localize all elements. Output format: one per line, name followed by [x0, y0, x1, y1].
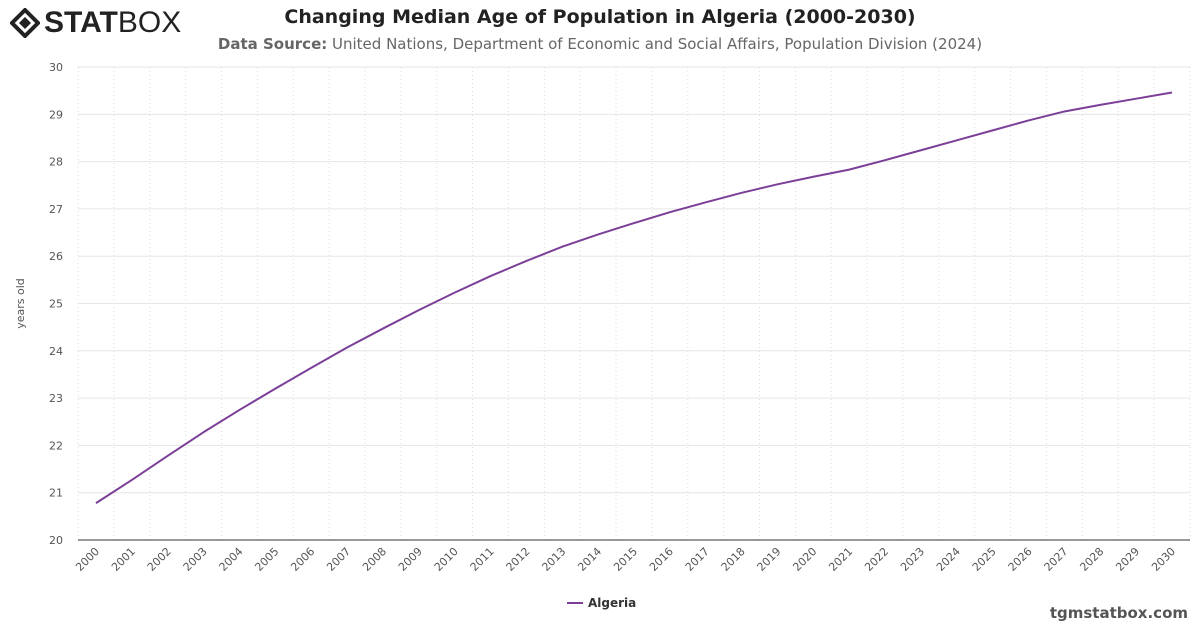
x-tick-label: 2008 [360, 545, 389, 574]
x-tick-label: 2014 [575, 545, 604, 574]
x-tick-label: 2027 [1042, 545, 1071, 574]
x-tick-label: 2019 [755, 545, 784, 574]
y-tick-label: 21 [49, 487, 63, 500]
x-tick-label: 2009 [396, 545, 425, 574]
y-tick-label: 20 [49, 534, 63, 547]
x-tick-label: 2007 [324, 545, 353, 574]
diamond-logo-icon [10, 8, 40, 38]
y-tick-label: 25 [49, 298, 63, 311]
chart-subtitle: Data Source: United Nations, Department … [217, 35, 983, 53]
x-tick-label: 2021 [826, 545, 855, 574]
x-tick-label: 2015 [611, 545, 640, 574]
legend-label[interactable]: Algeria [588, 596, 636, 610]
x-tick-label: 2004 [217, 545, 246, 574]
x-tick-label: 2011 [468, 545, 497, 574]
x-tick-label: 2022 [862, 545, 891, 574]
x-tick-label: 2012 [504, 545, 533, 574]
y-tick-label: 24 [49, 345, 63, 358]
x-tick-label: 2020 [790, 545, 819, 574]
y-tick-label: 26 [49, 250, 63, 263]
x-tick-label: 2013 [539, 545, 568, 574]
x-tick-label: 2018 [719, 545, 748, 574]
x-tick-label: 2025 [970, 545, 999, 574]
footer-site: tgmstatbox.com [1049, 604, 1188, 622]
x-tick-label: 2030 [1149, 545, 1178, 574]
x-tick-label: 2005 [252, 545, 281, 574]
y-tick-label: 30 [49, 61, 63, 74]
y-tick-label: 22 [49, 439, 63, 452]
x-tick-label: 2026 [1006, 545, 1035, 574]
x-tick-label: 2023 [898, 545, 927, 574]
chart-title: Changing Median Age of Population in Alg… [284, 6, 916, 28]
x-tick-label: 2001 [109, 545, 138, 574]
statbox-logo: STATBOX [10, 6, 181, 40]
y-axis-title: years old [14, 278, 27, 329]
x-tick-label: 2024 [934, 545, 963, 574]
x-tick-label: 2010 [432, 545, 461, 574]
series-line-algeria [95, 91, 1173, 504]
y-tick-label: 28 [49, 156, 63, 169]
y-tick-label: 27 [49, 203, 63, 216]
x-tick-label: 2006 [288, 545, 317, 574]
x-tick-label: 2028 [1077, 545, 1106, 574]
x-tick-label: 2003 [181, 545, 210, 574]
x-tick-label: 2017 [683, 545, 712, 574]
y-tick-label: 29 [49, 108, 63, 121]
x-tick-label: 2029 [1113, 545, 1142, 574]
y-tick-label: 23 [49, 392, 63, 405]
x-tick-label: 2002 [145, 545, 174, 574]
x-tick-label: 2016 [647, 545, 676, 574]
x-tick-label: 2000 [73, 545, 102, 574]
